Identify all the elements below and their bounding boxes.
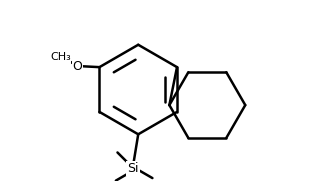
Text: Si: Si xyxy=(128,162,139,175)
Text: CH₃: CH₃ xyxy=(50,52,71,62)
Text: O: O xyxy=(72,60,82,73)
